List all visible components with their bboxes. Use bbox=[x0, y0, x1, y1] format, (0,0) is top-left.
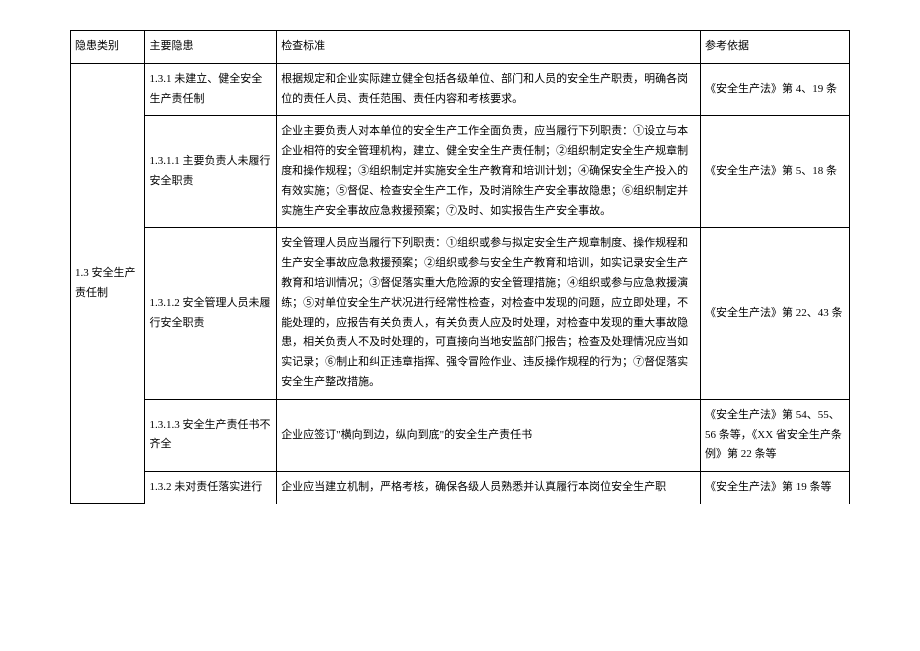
cell-hazard: 1.3.1.3 安全生产责任书不齐全 bbox=[145, 399, 277, 471]
cell-reference: 《安全生产法》第 19 条等 bbox=[701, 472, 850, 504]
cell-standard: 企业应当建立机制，严格考核，确保各级人员熟悉并认真履行本岗位安全生产职 bbox=[277, 472, 701, 504]
table-row: 1.3 安全生产责任制 1.3.1 未建立、健全安全生产责任制 根据规定和企业实… bbox=[71, 63, 850, 116]
cell-reference: 《安全生产法》第 4、19 条 bbox=[701, 63, 850, 116]
table-row: 1.3.1.1 主要负责人未履行安全职责 企业主要负责人对本单位的安全生产工作全… bbox=[71, 116, 850, 228]
hazard-table: 隐患类别 主要隐患 检查标准 参考依据 1.3 安全生产责任制 1.3.1 未建… bbox=[70, 30, 850, 504]
cell-hazard: 1.3.1.2 安全管理人员未履行安全职责 bbox=[145, 228, 277, 399]
cell-reference: 《安全生产法》第 54、55、56 条等，《XX 省安全生产条例》第 22 条等 bbox=[701, 399, 850, 471]
table-header-row: 隐患类别 主要隐患 检查标准 参考依据 bbox=[71, 31, 850, 64]
cell-reference: 《安全生产法》第 22、43 条 bbox=[701, 228, 850, 399]
header-category: 隐患类别 bbox=[71, 31, 145, 64]
cell-standard: 安全管理人员应当履行下列职责：①组织或参与拟定安全生产规章制度、操作规程和生产安… bbox=[277, 228, 701, 399]
table-row: 1.3.1.2 安全管理人员未履行安全职责 安全管理人员应当履行下列职责：①组织… bbox=[71, 228, 850, 399]
table-row: 1.3.1.3 安全生产责任书不齐全 企业应签订"横向到边，纵向到底"的安全生产… bbox=[71, 399, 850, 471]
cell-standard: 企业应签订"横向到边，纵向到底"的安全生产责任书 bbox=[277, 399, 701, 471]
cell-reference: 《安全生产法》第 5、18 条 bbox=[701, 116, 850, 228]
cell-category: 1.3 安全生产责任制 bbox=[71, 63, 145, 504]
cell-standard: 根据规定和企业实际建立健全包括各级单位、部门和人员的安全生产职责，明确各岗位的责… bbox=[277, 63, 701, 116]
cell-hazard: 1.3.1.1 主要负责人未履行安全职责 bbox=[145, 116, 277, 228]
header-standard: 检查标准 bbox=[277, 31, 701, 64]
cell-standard: 企业主要负责人对本单位的安全生产工作全面负责，应当履行下列职责：①设立与本企业相… bbox=[277, 116, 701, 228]
header-hazard: 主要隐患 bbox=[145, 31, 277, 64]
table-row: 1.3.2 未对责任落实进行 企业应当建立机制，严格考核，确保各级人员熟悉并认真… bbox=[71, 472, 850, 504]
cell-hazard: 1.3.1 未建立、健全安全生产责任制 bbox=[145, 63, 277, 116]
cell-hazard: 1.3.2 未对责任落实进行 bbox=[145, 472, 277, 504]
header-reference: 参考依据 bbox=[701, 31, 850, 64]
